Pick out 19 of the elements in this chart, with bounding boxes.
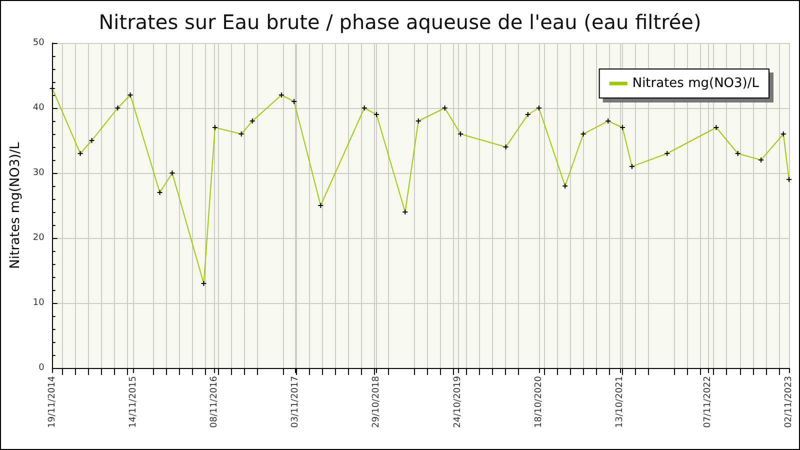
x-tick-label: 19/11/2014	[47, 376, 58, 428]
x-tick-label: 03/11/2017	[290, 376, 301, 428]
x-tick-label: 24/10/2019	[452, 376, 463, 428]
x-tick-label: 29/10/2018	[372, 376, 382, 428]
y-tick-label: 0	[38, 363, 45, 373]
y-tick-label: 30	[32, 168, 45, 178]
x-tick-label: 02/11/2023	[784, 376, 794, 428]
x-tick-label: 13/10/2021	[615, 376, 626, 428]
x-tick-label: 07/11/2022	[702, 376, 713, 428]
x-tick-label: 08/11/2016	[210, 376, 220, 428]
chart-title: Nitrates sur Eau brute / phase aqueuse de l'eau (eau filtrée)	[98, 10, 702, 34]
y-tick-label: 40	[32, 103, 45, 113]
y-tick-label: 50	[32, 38, 45, 48]
y-axis-title: Nitrates mg(NO3)/L	[8, 141, 23, 269]
x-tick-label: 14/11/2015	[128, 376, 138, 428]
y-tick-label: 10	[32, 298, 45, 308]
x-tick-label: 18/10/2020	[534, 376, 544, 428]
legend-label: Nitrates mg(NO3)/L	[632, 76, 760, 91]
y-tick-label: 20	[32, 233, 45, 243]
